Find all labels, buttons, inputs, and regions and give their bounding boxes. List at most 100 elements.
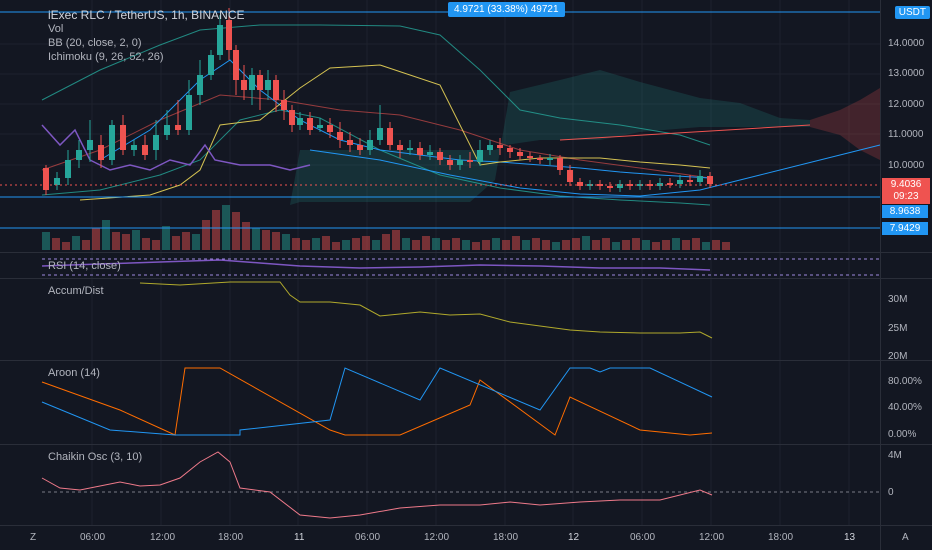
volume-bar <box>322 236 330 250</box>
candle-body <box>387 128 393 145</box>
candle-body <box>226 20 232 50</box>
time-tick: 06:00 <box>355 532 381 543</box>
volume-bar <box>382 234 390 250</box>
volume-bar <box>302 240 310 250</box>
candle-body <box>43 168 49 190</box>
accum-tick-25m: 25M <box>888 323 908 334</box>
volume-bar <box>332 242 340 250</box>
aroon-tick-40: 40.00% <box>888 402 922 413</box>
candle-body <box>317 125 323 128</box>
bb-basis-line <box>41 94 711 179</box>
volume-bar <box>152 240 160 250</box>
candle-body <box>617 184 623 188</box>
candle-body <box>208 55 214 75</box>
volume-bar <box>482 240 490 250</box>
candle-body <box>357 145 363 150</box>
candle-body <box>577 182 583 186</box>
candle-body <box>687 180 693 182</box>
volume-bar <box>362 236 370 250</box>
ichimoku-cloud-green <box>290 70 810 205</box>
candle-body <box>54 178 60 185</box>
candle-body <box>567 170 573 182</box>
accum-dist-line <box>139 281 713 339</box>
symbol-title[interactable]: iExec RLC / TetherUS, 1h, BINANCE <box>48 8 245 22</box>
volume-bar <box>202 220 210 250</box>
candle-body <box>557 158 563 170</box>
candles <box>43 8 713 195</box>
time-tick: 18:00 <box>493 532 519 543</box>
volume-bar <box>72 236 80 250</box>
volume-bar <box>542 240 550 250</box>
candle-body <box>273 80 279 100</box>
candle-body <box>142 145 148 155</box>
candle-body <box>249 75 255 90</box>
candle-body <box>527 156 533 158</box>
price-tick-13: 13.0000 <box>888 68 925 79</box>
volume-bar <box>612 242 620 250</box>
candle-body <box>217 25 223 55</box>
chikou-line <box>41 124 311 171</box>
volume-bar <box>622 240 630 250</box>
candle-body <box>241 80 247 90</box>
candle-body <box>186 95 192 130</box>
candle-body <box>417 148 423 155</box>
separator-accum[interactable] <box>0 278 932 279</box>
volume-bar <box>472 242 480 250</box>
ichimoku-cloud-red <box>810 88 880 160</box>
separator-chaikin[interactable] <box>0 444 932 445</box>
candle-body <box>65 160 71 178</box>
candle-body <box>707 176 713 184</box>
separator-aroon[interactable] <box>0 360 932 361</box>
bb-legend[interactable]: BB (20, close, 2, 0) <box>48 37 142 49</box>
price-tick-14: 14.0000 <box>888 38 925 49</box>
candle-body <box>297 118 303 125</box>
volume-bar <box>192 234 200 250</box>
ichimoku-legend[interactable]: Ichimoku (9, 26, 52, 26) <box>48 51 164 63</box>
volume-bar <box>702 242 710 250</box>
aroon-legend[interactable]: Aroon (14) <box>48 367 100 379</box>
volume-bar <box>672 238 680 250</box>
time-tick: 11 <box>294 532 305 543</box>
volume-bar <box>232 212 240 250</box>
volume-bar <box>162 226 170 250</box>
volume-bar <box>532 238 540 250</box>
accum-legend[interactable]: Accum/Dist <box>48 285 104 297</box>
volume-bar <box>592 240 600 250</box>
volume-bar <box>432 238 440 250</box>
separator-rsi[interactable] <box>0 252 932 253</box>
volume-bar <box>312 238 320 250</box>
rsi-legend[interactable]: RSI (14, close) <box>48 260 121 272</box>
candle-body <box>109 125 115 160</box>
candle-body <box>337 132 343 140</box>
volume-bar <box>102 220 110 250</box>
price-axis-border <box>880 0 881 550</box>
candle-body <box>517 152 523 156</box>
candle-body <box>397 145 403 150</box>
time-tick: 12:00 <box>424 532 450 543</box>
aroon-tick-0: 0.00% <box>888 429 917 440</box>
measure-badge: 4.9721 (33.38%) 49721 <box>448 2 565 17</box>
chaikin-legend[interactable]: Chaikin Osc (3, 10) <box>48 451 143 463</box>
candle-body <box>327 125 333 132</box>
chaikin-line <box>41 451 713 519</box>
volume-bar <box>52 238 60 250</box>
volume-bar <box>552 242 560 250</box>
vol-legend[interactable]: Vol <box>48 23 64 35</box>
candle-body <box>487 145 493 150</box>
volume-bar <box>182 232 190 250</box>
time-tick: 06:00 <box>80 532 106 543</box>
candle-body <box>307 118 313 130</box>
volume-bar <box>642 240 650 250</box>
volume-bar <box>632 238 640 250</box>
current-price-value: 9.4036 <box>890 179 922 190</box>
volume-bar <box>342 240 350 250</box>
ichimoku-span-red <box>559 124 811 141</box>
currency-tag[interactable]: USDT <box>894 6 930 19</box>
candle-body <box>547 158 553 160</box>
rsi-line <box>41 259 711 271</box>
volume-bar <box>142 238 150 250</box>
auto-scale-button[interactable]: A <box>902 532 909 543</box>
timezone-button[interactable]: Z <box>30 532 37 543</box>
volume-bar <box>572 238 580 250</box>
